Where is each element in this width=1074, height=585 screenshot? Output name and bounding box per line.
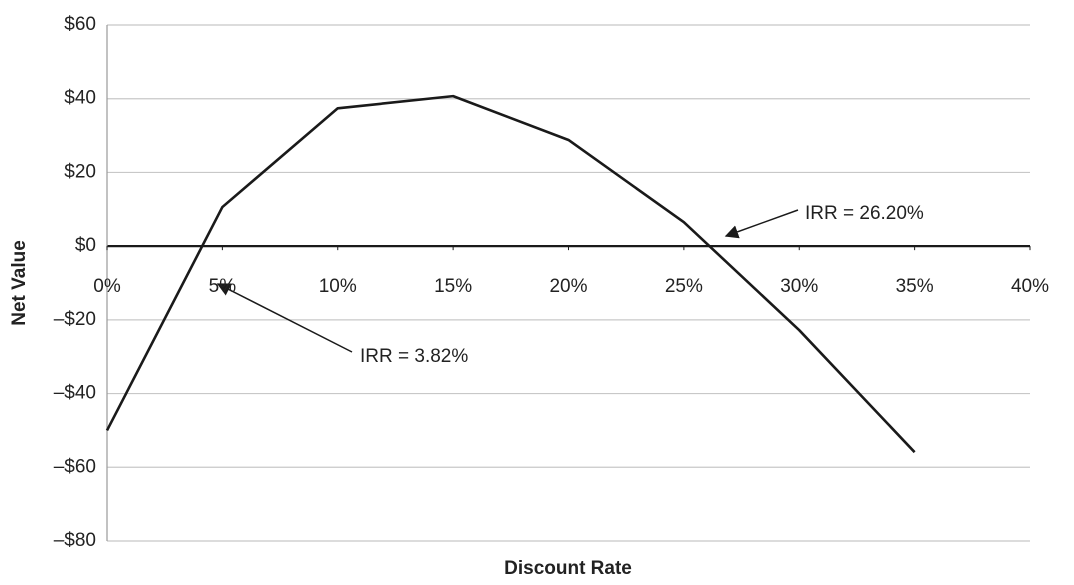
y-tick-label: –$20 xyxy=(54,309,96,330)
x-tick-label: 15% xyxy=(434,276,472,297)
x-axis-title: Discount Rate xyxy=(504,558,632,579)
x-tick-label: 25% xyxy=(665,276,703,297)
line xyxy=(105,94,916,454)
annotation: IRR = 3.82% xyxy=(360,346,468,367)
grid xyxy=(107,24,1030,542)
x-tick-label: 0% xyxy=(93,276,121,297)
annotation-arrow xyxy=(724,209,799,239)
y-tick-label: $40 xyxy=(64,88,96,109)
x-tick-label: 5% xyxy=(209,276,237,297)
y-tick-label: –$40 xyxy=(54,383,96,404)
x-tick-label: 30% xyxy=(780,276,818,297)
x-tick-label: 10% xyxy=(319,276,357,297)
y-tick-label: $60 xyxy=(64,14,96,35)
y-tick-label: –$80 xyxy=(54,530,96,551)
x-tick-label: 40% xyxy=(1011,276,1049,297)
x-tick-label: 20% xyxy=(549,276,587,297)
y-axis-title: Net Value xyxy=(9,240,30,326)
y-tick-label: –$60 xyxy=(54,456,96,477)
y-tick-label: $0 xyxy=(75,235,96,256)
x-tick-label: 35% xyxy=(896,276,934,297)
y-tick-label: $20 xyxy=(64,161,96,182)
annotation-arrow xyxy=(216,283,353,353)
annotation: IRR = 26.20% xyxy=(805,203,924,224)
